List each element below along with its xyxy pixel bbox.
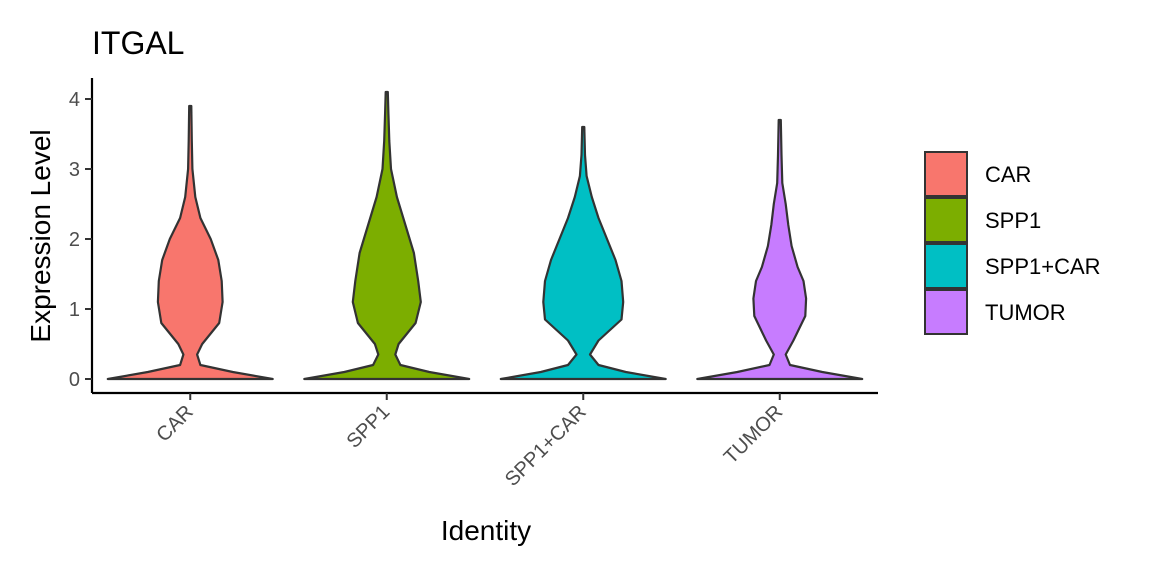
y-tick-label: 2 — [69, 229, 80, 251]
x-tick-label: SPP1 — [343, 401, 395, 453]
y-tick-label: 1 — [69, 299, 80, 321]
x-tick-label: TUMOR — [720, 401, 787, 468]
x-tick-label: CAR — [152, 401, 197, 446]
x-tick-label: SPP1+CAR — [501, 401, 591, 491]
violin-spp1-plus-car — [499, 125, 667, 381]
violin-tumor — [696, 118, 864, 381]
legend-label: SPP1 — [985, 208, 1041, 233]
legend-key — [924, 243, 968, 289]
y-tick-label: 3 — [69, 159, 80, 181]
legend: CAR SPP1 SPP1+CAR TUMOR — [924, 151, 1101, 335]
legend-key — [924, 197, 968, 243]
y-tick-label: 4 — [69, 89, 80, 111]
legend-key — [924, 289, 968, 335]
legend-label: SPP1+CAR — [985, 254, 1101, 279]
violins-layer — [106, 90, 864, 381]
legend-label: CAR — [985, 162, 1031, 187]
legend-label: TUMOR — [985, 300, 1066, 325]
y-tick-label: 0 — [69, 369, 80, 391]
chart-title: ITGAL — [92, 25, 184, 61]
y-axis-title: Expression Level — [25, 129, 56, 342]
violin-spp1 — [303, 90, 471, 381]
legend-key — [924, 151, 968, 197]
x-axis-title: Identity — [441, 515, 531, 546]
violin-car — [106, 104, 274, 381]
